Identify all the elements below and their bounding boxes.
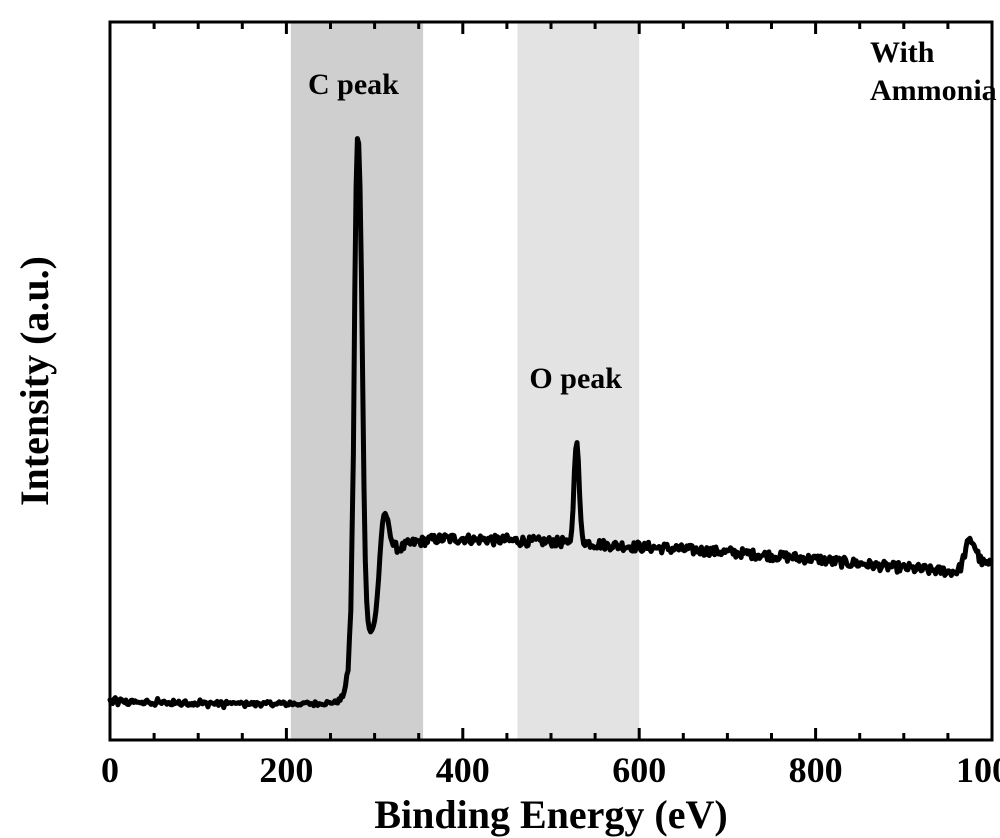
xtick-label: 600 xyxy=(612,750,666,790)
xtick-label: 200 xyxy=(259,750,313,790)
legend-line1: With xyxy=(870,36,935,69)
chart-svg: 0 200 400 600 800 1000 Binding Energy (eV) Inte… xyxy=(0,0,1000,838)
xtick-label: 1000 xyxy=(956,750,1000,790)
xps-chart: 0 200 400 600 800 1000 Binding Energy (eV) Inte… xyxy=(0,0,1000,838)
xtick-label: 400 xyxy=(436,750,490,790)
xtick-label: 800 xyxy=(789,750,843,790)
c-peak-label: C peak xyxy=(308,68,399,101)
legend-line2: Ammonia xyxy=(870,74,997,107)
x-axis-label: Binding Energy (eV) xyxy=(374,792,727,837)
y-axis-label: Intensity (a.u.) xyxy=(12,256,57,506)
xtick-label: 0 xyxy=(101,750,119,790)
o-peak-label: O peak xyxy=(529,362,622,395)
c-band xyxy=(291,22,423,740)
